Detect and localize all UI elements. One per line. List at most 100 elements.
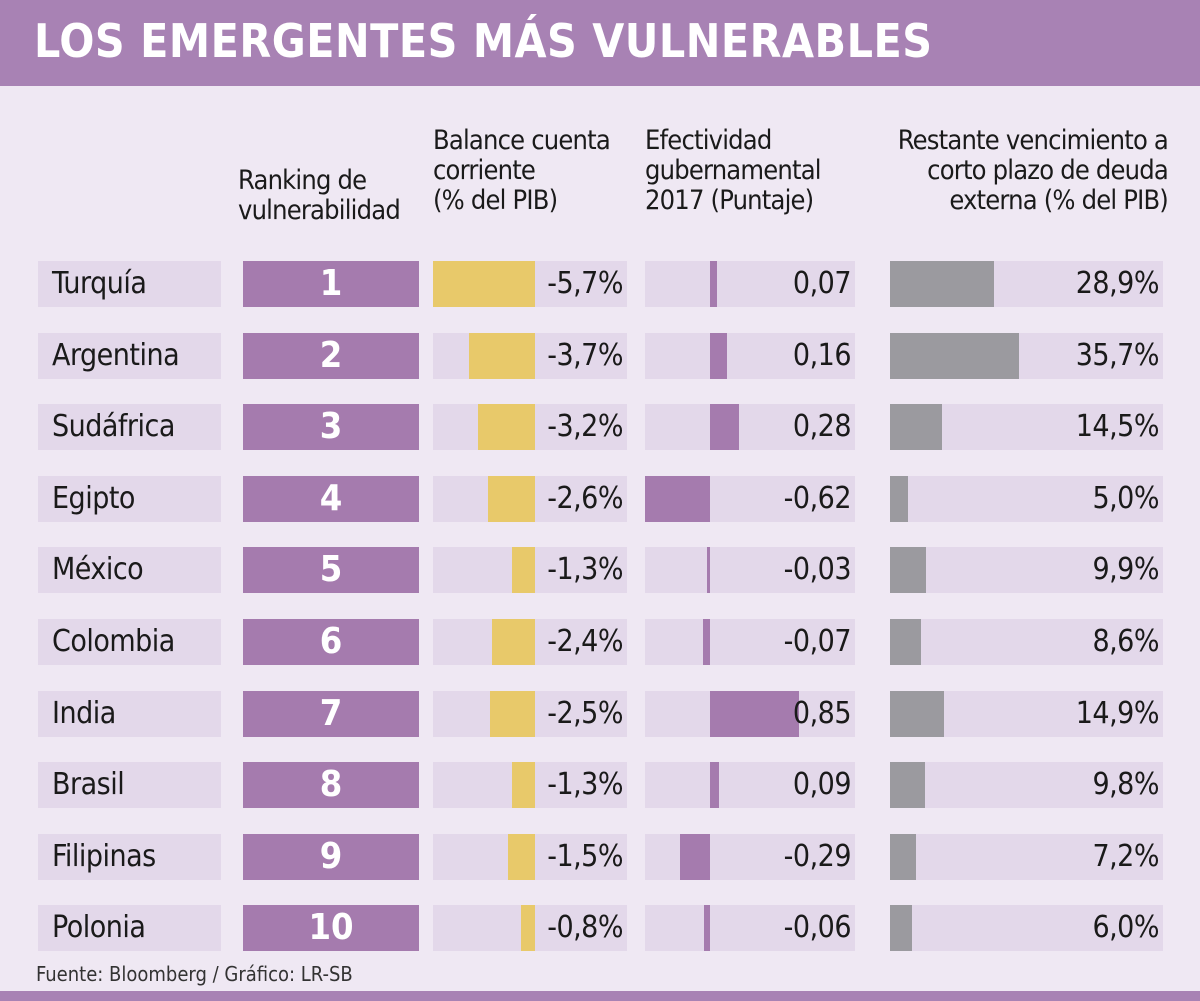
debt-cell: 9,9% — [890, 547, 1163, 594]
country-label: India — [38, 690, 221, 737]
debt-cell: 28,9% — [890, 261, 1163, 307]
effectiveness-bar — [710, 690, 800, 737]
debt-bar — [890, 547, 926, 594]
debt-value: 28,9% — [1075, 266, 1160, 301]
effectiveness-cell: -0,06 — [645, 905, 855, 952]
debt-bar — [890, 833, 916, 880]
source-note: Fuente: Bloomberg / Gráfico: LR-SB — [36, 962, 353, 986]
balance-bar — [488, 475, 535, 522]
balance-cell: -1,3% — [433, 547, 627, 594]
balance-bar — [468, 332, 535, 379]
table-row: Turquía 1 -5,7% 0,07 28,9% — [0, 261, 1200, 307]
effectiveness-bar — [644, 475, 710, 522]
debt-value: 5,0% — [1092, 480, 1159, 516]
effectiveness-value: -0,07 — [783, 624, 852, 659]
table-row: Polonia 10 -0,8% -0,06 6,0% — [0, 905, 1200, 952]
balance-cell: -0,8% — [433, 905, 627, 952]
balance-bar — [520, 905, 535, 952]
table-row: Egipto 4 -2,6% -0,62 5,0% — [0, 475, 1200, 522]
balance-value: -1,3% — [547, 767, 623, 803]
balance-cell: -3,7% — [433, 332, 627, 379]
balance-cell: -1,5% — [433, 833, 627, 880]
effectiveness-bar — [703, 905, 710, 952]
rank-cell: 3 — [243, 404, 419, 451]
bottom-border — [0, 991, 1200, 1001]
header-effectiveness: Efectividad gubernamental 2017 (Puntaje) — [645, 125, 822, 216]
effectiveness-value: 0,16 — [792, 337, 852, 373]
balance-bar — [492, 619, 535, 665]
balance-value: -3,2% — [547, 409, 623, 445]
balance-value: -2,6% — [547, 480, 623, 516]
debt-value: 8,6% — [1092, 624, 1159, 659]
country-label: Argentina — [38, 332, 221, 379]
debt-value: 14,9% — [1075, 695, 1160, 731]
effectiveness-bar — [679, 833, 710, 880]
table-row: México 5 -1,3% -0,03 9,9% — [0, 547, 1200, 594]
balance-bar — [508, 833, 535, 880]
header-ranking: Ranking de vulnerabilidad — [238, 165, 401, 226]
rank-cell: 7 — [243, 690, 419, 737]
balance-value: -2,5% — [547, 695, 623, 731]
header-debt: Restante vencimiento a corto plazo de de… — [897, 125, 1169, 216]
country-label: Egipto — [38, 475, 221, 522]
balance-bar — [432, 261, 535, 307]
balance-cell: -2,4% — [433, 619, 627, 665]
debt-cell: 8,6% — [890, 619, 1163, 665]
rank-cell: 2 — [243, 332, 419, 379]
country-label: Filipinas — [38, 833, 221, 880]
debt-value: 9,9% — [1092, 552, 1159, 588]
debt-bar — [890, 261, 995, 307]
effectiveness-bar — [710, 762, 720, 809]
balance-value: -0,8% — [547, 910, 623, 946]
rank-cell: 1 — [243, 261, 419, 307]
effectiveness-cell: -0,29 — [645, 833, 855, 880]
debt-value: 6,0% — [1092, 910, 1159, 946]
debt-cell: 14,5% — [890, 404, 1163, 451]
effectiveness-cell: 0,07 — [645, 261, 855, 307]
debt-cell: 6,0% — [890, 905, 1163, 952]
table-row: Colombia 6 -2,4% -0,07 8,6% — [0, 619, 1200, 665]
debt-cell: 9,8% — [890, 762, 1163, 809]
balance-cell: -5,7% — [432, 261, 627, 307]
debt-value: 9,8% — [1092, 767, 1159, 803]
debt-bar — [890, 905, 912, 952]
effectiveness-bar — [702, 619, 710, 665]
header-balance: Balance cuenta corriente (% del PIB) — [433, 125, 611, 216]
balance-cell: -3,2% — [433, 404, 627, 451]
title-bar: LOS EMERGENTES MÁS VULNERABLES — [0, 0, 1200, 86]
table-row: India 7 -2,5% 0,85 14,9% — [0, 690, 1200, 737]
country-label: Turquía — [38, 261, 221, 307]
effectiveness-cell: -0,62 — [644, 475, 855, 522]
country-label: Brasil — [38, 762, 221, 809]
balance-cell: -2,5% — [433, 690, 627, 737]
balance-cell: -1,3% — [433, 762, 627, 809]
debt-bar — [890, 762, 926, 809]
balance-bar — [490, 690, 535, 737]
rank-cell: 6 — [243, 619, 419, 665]
effectiveness-value: -0,03 — [783, 552, 852, 588]
effectiveness-value: -0,06 — [783, 910, 852, 946]
rank-cell: 10 — [243, 905, 419, 952]
rank-cell: 9 — [243, 833, 419, 880]
effectiveness-cell: -0,03 — [645, 547, 855, 594]
effectiveness-value: 0,09 — [792, 767, 852, 803]
effectiveness-cell: 0,85 — [645, 690, 855, 737]
debt-cell: 7,2% — [890, 833, 1163, 880]
balance-cell: -2,6% — [433, 475, 627, 522]
balance-value: -5,7% — [547, 266, 623, 301]
country-label: México — [38, 547, 221, 594]
debt-bar — [890, 332, 1019, 379]
country-label: Polonia — [38, 905, 221, 952]
effectiveness-bar — [710, 404, 740, 451]
effectiveness-bar — [710, 332, 727, 379]
effectiveness-bar — [710, 261, 718, 307]
effectiveness-cell: 0,28 — [645, 404, 855, 451]
debt-bar — [890, 404, 943, 451]
debt-cell: 5,0% — [890, 475, 1163, 522]
table-row: Argentina 2 -3,7% 0,16 35,7% — [0, 332, 1200, 379]
effectiveness-cell: 0,16 — [645, 332, 855, 379]
rank-cell: 4 — [243, 475, 419, 522]
debt-cell: 35,7% — [890, 332, 1163, 379]
effectiveness-value: 0,85 — [792, 695, 852, 731]
debt-value: 35,7% — [1075, 337, 1160, 373]
